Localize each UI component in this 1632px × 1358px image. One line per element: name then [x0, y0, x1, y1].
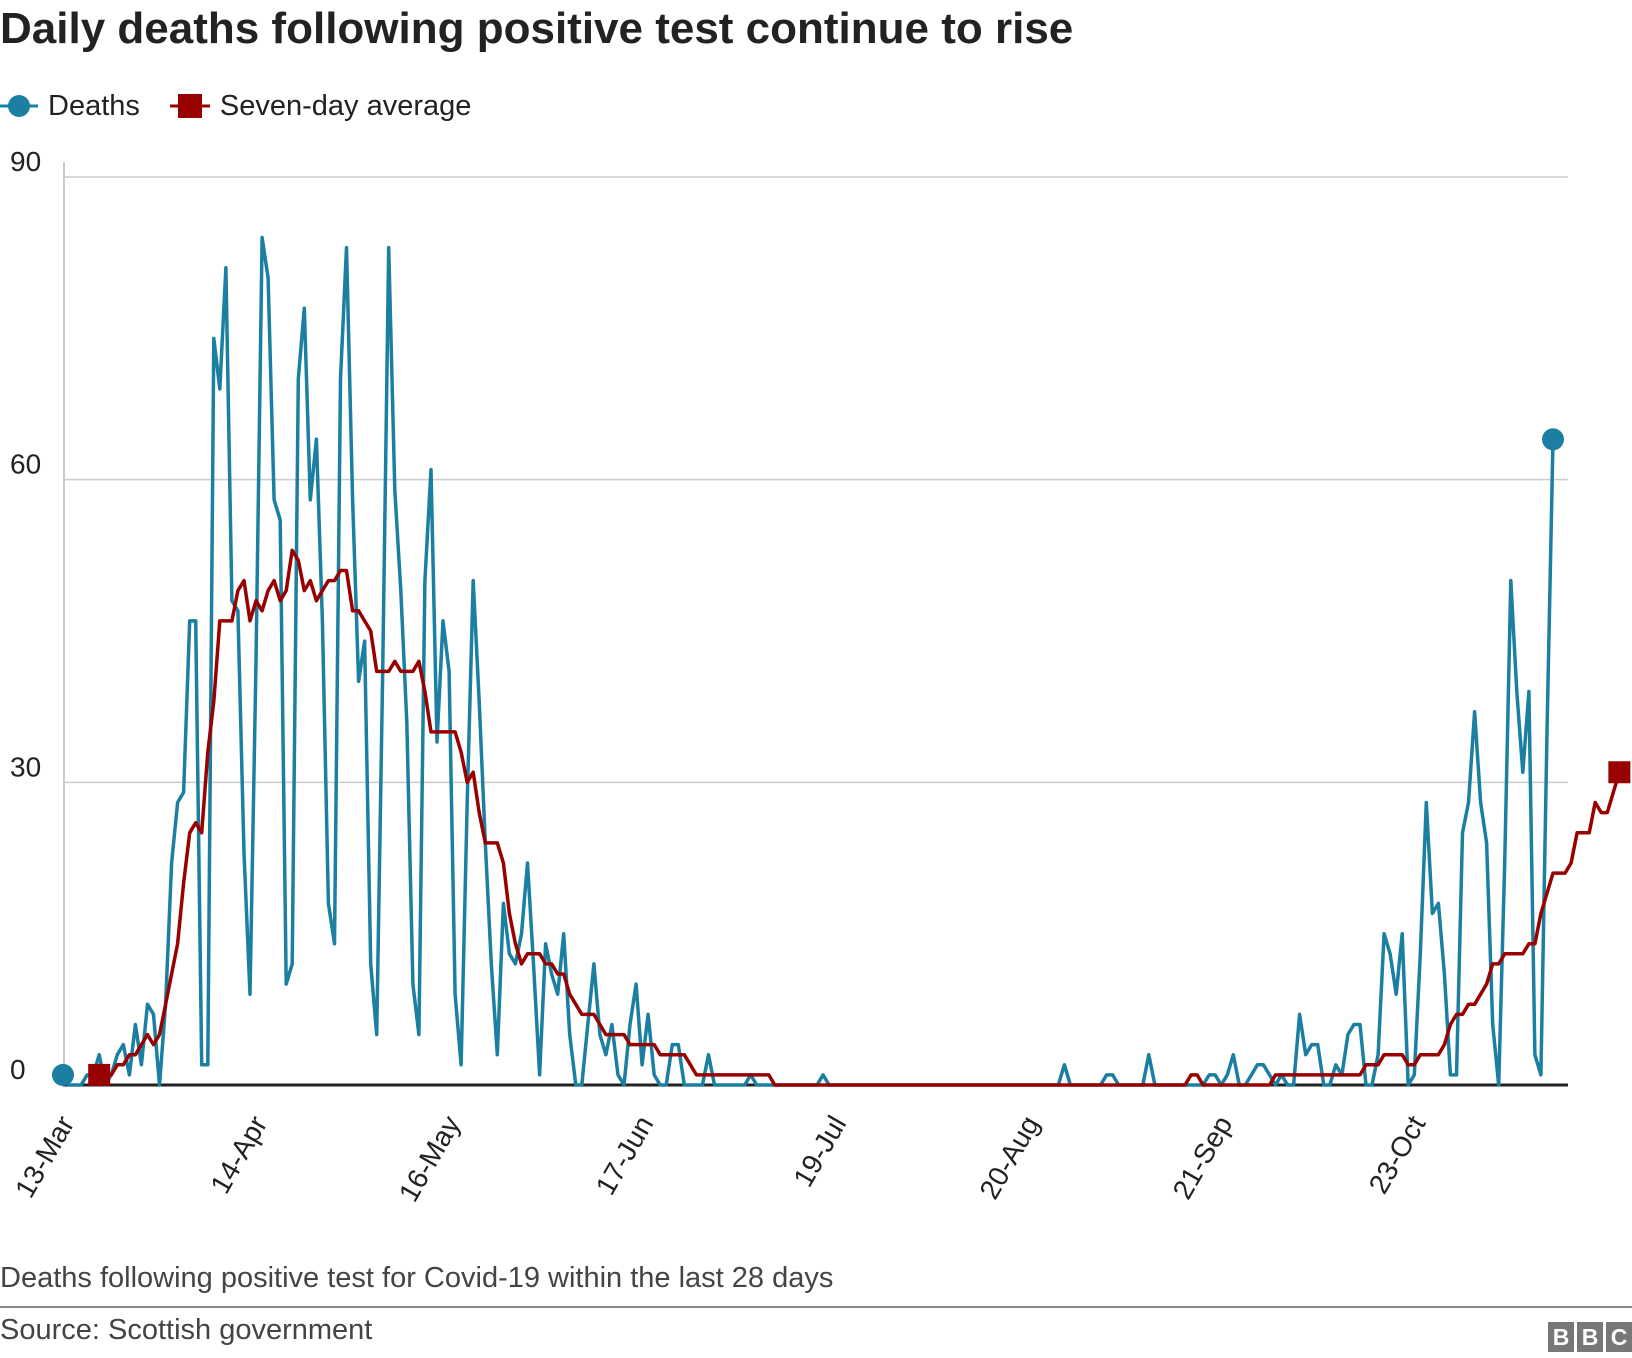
- footer-divider: [0, 1306, 1632, 1308]
- bbc-logo-block: B: [1548, 1322, 1574, 1352]
- deaths-start-marker: [52, 1063, 74, 1086]
- footnote: Deaths following positive test for Covid…: [0, 1262, 834, 1294]
- legend-label-deaths: Deaths: [48, 89, 140, 122]
- series-line-deaths: [61, 235, 1555, 1087]
- bbc-logo: B B C: [1545, 1322, 1632, 1352]
- line-chart: 0 30 60 90 13-Mar 14-Apr 16-May 17-Jun 19-Jul 20…: [9, 150, 1631, 1207]
- grid-lines: [63, 162, 1568, 1087]
- legend-label-average: Seven-day average: [219, 89, 472, 122]
- legend: Deaths Seven-day average: [0, 84, 501, 128]
- series-end-markers: [52, 428, 1631, 1086]
- y-tick-label: 0: [10, 1054, 26, 1085]
- x-tick-label: 19-Jul: [787, 1111, 852, 1193]
- legend-item-deaths: Deaths: [0, 90, 140, 123]
- deaths-end-marker: [1542, 428, 1564, 451]
- chart-title: Daily deaths following positive test con…: [0, 4, 1074, 53]
- x-tick-label: 13-Mar: [9, 1111, 80, 1203]
- y-axis-tick-labels: 0 30 60 90: [10, 150, 41, 1085]
- x-tick-label: 21-Sep: [1166, 1111, 1238, 1205]
- bbc-logo-block: B: [1577, 1322, 1603, 1352]
- average-start-marker: [88, 1063, 111, 1086]
- series-lines: [61, 235, 1622, 1087]
- y-tick-label: 60: [10, 449, 41, 480]
- x-axis-tick-labels: 13-Mar 14-Apr 16-May 17-Jun 19-Jul 20-Aug 21-S…: [9, 1110, 1432, 1207]
- x-tick-label: 14-Apr: [204, 1111, 273, 1199]
- average-line-square-icon: [169, 94, 210, 118]
- x-tick-label: 20-Aug: [973, 1111, 1045, 1205]
- series-line-average: [99, 548, 1622, 1087]
- y-tick-label: 90: [10, 150, 41, 177]
- x-tick-label: 17-Jun: [590, 1111, 660, 1201]
- legend-item-average: Seven-day average: [169, 89, 472, 123]
- x-tick-label: 16-May: [393, 1111, 467, 1207]
- average-end-marker: [1608, 761, 1631, 784]
- deaths-line-circle-icon: [0, 95, 38, 117]
- x-tick-label: 23-Oct: [1363, 1110, 1432, 1198]
- y-tick-label: 30: [10, 751, 41, 782]
- source-text: Source: Scottish government: [0, 1314, 373, 1346]
- bbc-logo-block: C: [1606, 1322, 1632, 1352]
